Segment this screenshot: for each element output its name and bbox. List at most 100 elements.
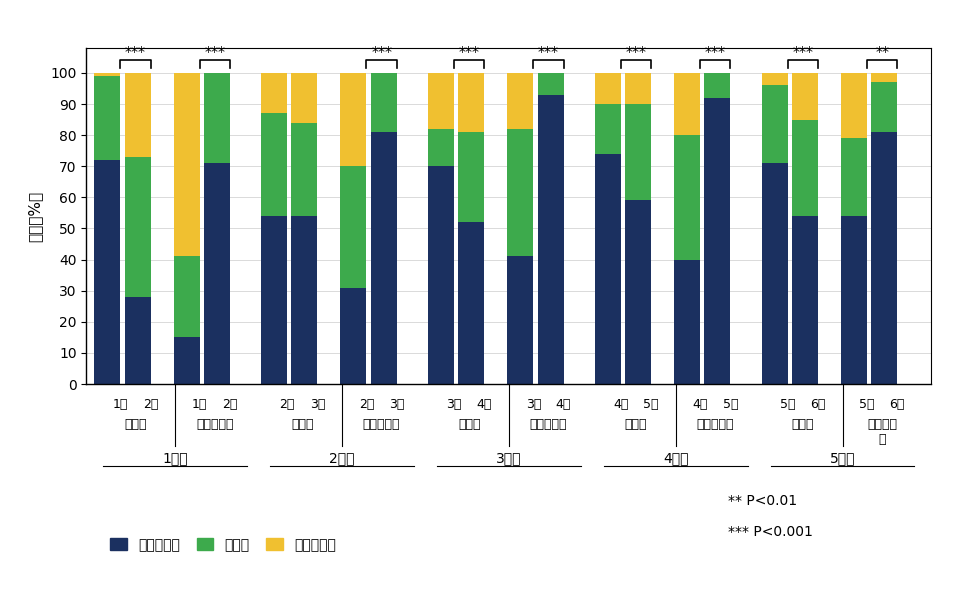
Bar [705,98,731,384]
Bar [125,297,151,384]
Bar [204,163,229,384]
Text: 2年: 2年 [143,398,158,411]
Text: ***: *** [538,45,559,59]
Bar [428,166,454,384]
Bar [595,154,621,384]
Text: ***: *** [459,45,480,59]
Bar [261,216,287,384]
Text: 5年: 5年 [643,398,659,411]
Bar [705,73,731,98]
Bar [292,73,318,122]
Text: ガム介入群: ガム介入群 [196,418,233,431]
Bar [625,200,651,384]
Text: 3年: 3年 [526,398,541,411]
Text: 5年: 5年 [780,398,796,411]
Bar [762,73,788,85]
Text: 2年: 2年 [279,398,295,411]
Bar [625,104,651,200]
Bar [792,216,818,384]
Text: 対照群: 対照群 [625,418,647,431]
Bar [674,135,700,260]
Bar [125,73,151,157]
Text: 1年: 1年 [112,398,128,411]
Text: ガム介入群: ガム介入群 [530,418,567,431]
Bar [261,73,287,113]
Text: 3年生: 3年生 [496,451,521,465]
Bar [94,160,120,384]
Bar [261,113,287,216]
Text: 対照群: 対照群 [291,418,314,431]
Text: 5年: 5年 [859,398,875,411]
Text: 3年: 3年 [310,398,325,411]
Text: 対照群: 対照群 [458,418,480,431]
Bar [174,256,200,337]
Bar [341,73,367,166]
Bar [538,95,564,384]
Bar [595,73,621,104]
Text: 5年生: 5年生 [829,451,855,465]
Bar [428,73,454,129]
Text: ***: *** [372,45,392,59]
Bar [841,138,867,216]
Bar [204,73,229,163]
Text: 5年: 5年 [723,398,738,411]
Bar [674,73,700,135]
Text: 6年: 6年 [810,398,826,411]
Text: 4年: 4年 [613,398,629,411]
Legend: 高い緩衝能, 中程度, 低い緩衝能: 高い緩衝能, 中程度, 低い緩衝能 [110,538,336,552]
Bar [458,132,484,222]
Text: ***: *** [626,45,646,59]
Text: 4年生: 4年生 [663,451,688,465]
Text: ***: *** [792,45,813,59]
Bar [174,73,200,256]
Bar [841,216,867,384]
Text: 対照群: 対照群 [792,418,814,431]
Text: 6年: 6年 [890,398,905,411]
Text: ガム介入
群: ガム介入 群 [867,418,898,446]
Text: ** P<0.01: ** P<0.01 [729,494,798,508]
Text: ***: *** [125,45,146,59]
Bar [872,73,898,82]
Text: 3年: 3年 [446,398,462,411]
Bar [94,73,120,76]
Text: *** P<0.001: *** P<0.001 [729,524,813,539]
Bar [792,73,818,119]
Text: 対照群: 対照群 [124,418,147,431]
Bar [872,82,898,132]
Text: **: ** [876,45,889,59]
Text: ガム介入群: ガム介入群 [363,418,400,431]
Bar [625,73,651,104]
Bar [872,132,898,384]
Text: 4年: 4年 [476,398,492,411]
Bar [371,132,396,384]
Bar [458,73,484,132]
Text: 1年: 1年 [192,398,207,411]
Bar [595,104,621,154]
Bar [341,166,367,287]
Bar [94,76,120,160]
Text: 3年: 3年 [389,398,404,411]
Bar [538,73,564,95]
Y-axis label: 人数（%）: 人数（%） [27,190,42,242]
Bar [841,73,867,138]
Text: ***: *** [705,45,726,59]
Bar [458,222,484,384]
Bar [762,163,788,384]
Text: 4年: 4年 [692,398,708,411]
Text: ガム介入群: ガム介入群 [697,418,734,431]
Bar [125,157,151,297]
Text: ***: *** [204,45,226,59]
Bar [507,256,534,384]
Text: 1年生: 1年生 [162,451,188,465]
Text: 2年: 2年 [359,398,374,411]
Text: 2年生: 2年生 [329,451,354,465]
Bar [341,287,367,384]
Bar [292,216,318,384]
Bar [428,129,454,166]
Bar [762,85,788,163]
Bar [674,260,700,384]
Bar [507,73,534,129]
Text: 2年: 2年 [222,398,237,411]
Bar [792,119,818,216]
Bar [292,122,318,216]
